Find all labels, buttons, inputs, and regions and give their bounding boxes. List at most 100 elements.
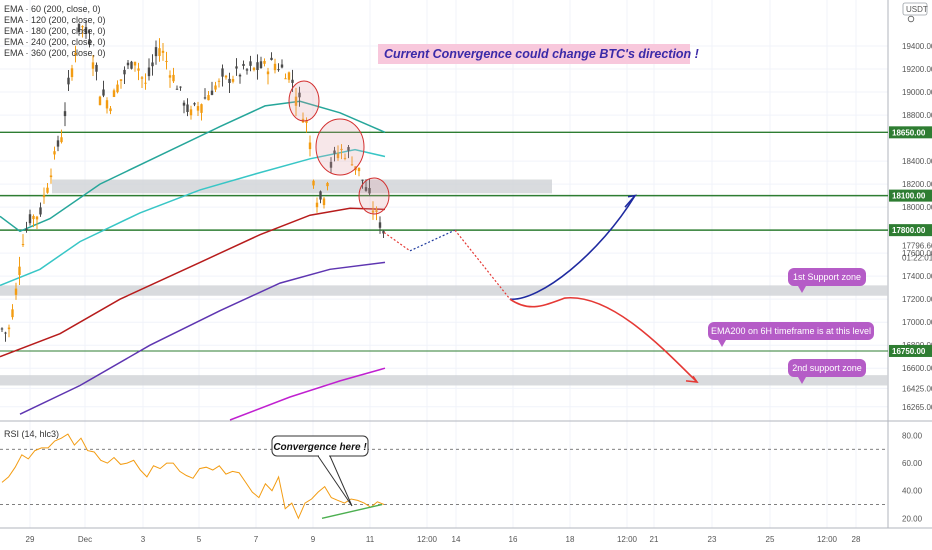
candle-body [357, 167, 361, 172]
settings-icon [907, 15, 915, 23]
candle-body [119, 79, 123, 81]
candle-body [256, 62, 259, 71]
candle-body [186, 104, 189, 113]
callout-text: EMA200 on 6H timeframe is at this level [711, 326, 871, 336]
candle-body [361, 179, 364, 181]
candle-body [161, 50, 165, 53]
candle-body [217, 80, 221, 82]
candle-body [84, 27, 88, 34]
candle-body [175, 88, 179, 90]
candle-body [245, 69, 249, 71]
price-tag-label: 18650.00 [892, 128, 926, 137]
ema-line-2 [0, 148, 386, 287]
rsi-tick-label: 60.00 [902, 459, 923, 468]
candle-body [179, 86, 182, 88]
candle-body [165, 60, 168, 62]
candle-body [0, 328, 4, 330]
callout-pointer [718, 340, 726, 347]
rsi-panel: RSI (14, hlc3) 80.00 60.00 40.00 20.00 [0, 429, 923, 523]
candle-body [46, 187, 49, 193]
candle-body [67, 77, 70, 85]
candle-body [294, 96, 298, 106]
time-tick-label: 29 [26, 535, 35, 544]
time-tick-label: 16 [509, 535, 518, 544]
candle-body [343, 157, 347, 159]
candle-body [151, 62, 154, 67]
legend-item: EMA · 60 (200, close, 0) [4, 4, 101, 14]
candle-body [259, 61, 263, 69]
candle-body [287, 72, 291, 80]
candle-body [98, 96, 102, 106]
support-zone-1 [0, 285, 888, 296]
candle-body [21, 244, 25, 246]
price-tag-label: 18100.00 [892, 192, 926, 201]
candle-body [137, 68, 140, 71]
candle-body [70, 68, 74, 78]
forecast-paths [383, 194, 699, 384]
candle-body [126, 62, 130, 66]
callout-pointer [798, 377, 806, 384]
price-tick-label: 19200.00 [902, 65, 932, 74]
price-tag [889, 126, 932, 139]
candle-body [172, 74, 175, 82]
candle-body [298, 92, 301, 98]
price-tick-label: 19400.00 [902, 42, 932, 51]
forecast-bull-arrow [624, 194, 638, 208]
candle-body [63, 111, 67, 117]
rsi-tick-label: 40.00 [902, 487, 923, 496]
time-tick-label: Dec [78, 535, 92, 544]
price-tag [889, 224, 932, 237]
price-tick-label: 16600.00 [902, 364, 932, 373]
candle-body [305, 120, 308, 123]
support-zone-2 [0, 375, 888, 386]
candle-body [249, 61, 252, 66]
candle-body [266, 71, 270, 75]
time-tick-label: 11 [366, 535, 375, 544]
candle-body [7, 327, 11, 330]
candle-body [182, 102, 186, 106]
candle-body [203, 97, 207, 99]
time-tick-label: 5 [197, 535, 202, 544]
annotations: Current Convergence could change BTC's d… [271, 44, 874, 507]
candle-body [284, 78, 287, 80]
forecast-bear-arrow [685, 375, 699, 384]
candle-body [235, 66, 238, 69]
forecast-bull-path [509, 195, 636, 300]
countdown-timer: 01:22:01 [902, 254, 932, 263]
highlight-circle [358, 177, 390, 215]
time-axis: 29 Dec 3 5 7 9 11 12:00 14 16 18 12:00 21 23 25 12:00 28 [26, 535, 861, 544]
candle-body [224, 75, 228, 78]
candle-body [49, 175, 53, 178]
ema-lines [0, 100, 386, 421]
candle-body [130, 61, 133, 69]
candle-body [350, 164, 354, 166]
candle-body [312, 180, 315, 186]
candle-body [214, 85, 217, 90]
candle-body [91, 62, 95, 69]
candle-body [81, 26, 84, 28]
candle-body [168, 75, 172, 78]
candle-body [210, 90, 214, 95]
legend-item: EMA · 180 (200, close, 0) [4, 26, 106, 36]
candle-body [154, 47, 158, 57]
callout-box [788, 359, 866, 377]
time-tick-label: 12:00 [617, 535, 638, 544]
callout-box [708, 322, 874, 340]
candle-body [140, 77, 144, 79]
candle-body [196, 106, 200, 111]
candle-body [32, 215, 35, 220]
candle-body [238, 74, 242, 77]
time-tick-label: 23 [708, 535, 717, 544]
ema-line-3 [0, 207, 386, 358]
candle-body [291, 79, 294, 83]
time-tick-label: 14 [452, 535, 461, 544]
price-tick-label: 18400.00 [902, 157, 932, 166]
highlight-circle [315, 118, 365, 176]
callout-text: 2nd support zone [792, 363, 862, 373]
current-price: 17796.66 [902, 242, 932, 251]
candles [0, 21, 385, 342]
price-tick-label: 17000.00 [902, 318, 932, 327]
ema-line-1 [0, 100, 386, 233]
legend-item: EMA · 360 (200, close, 0) [4, 48, 106, 58]
forecast-dotted-up [409, 229, 456, 252]
